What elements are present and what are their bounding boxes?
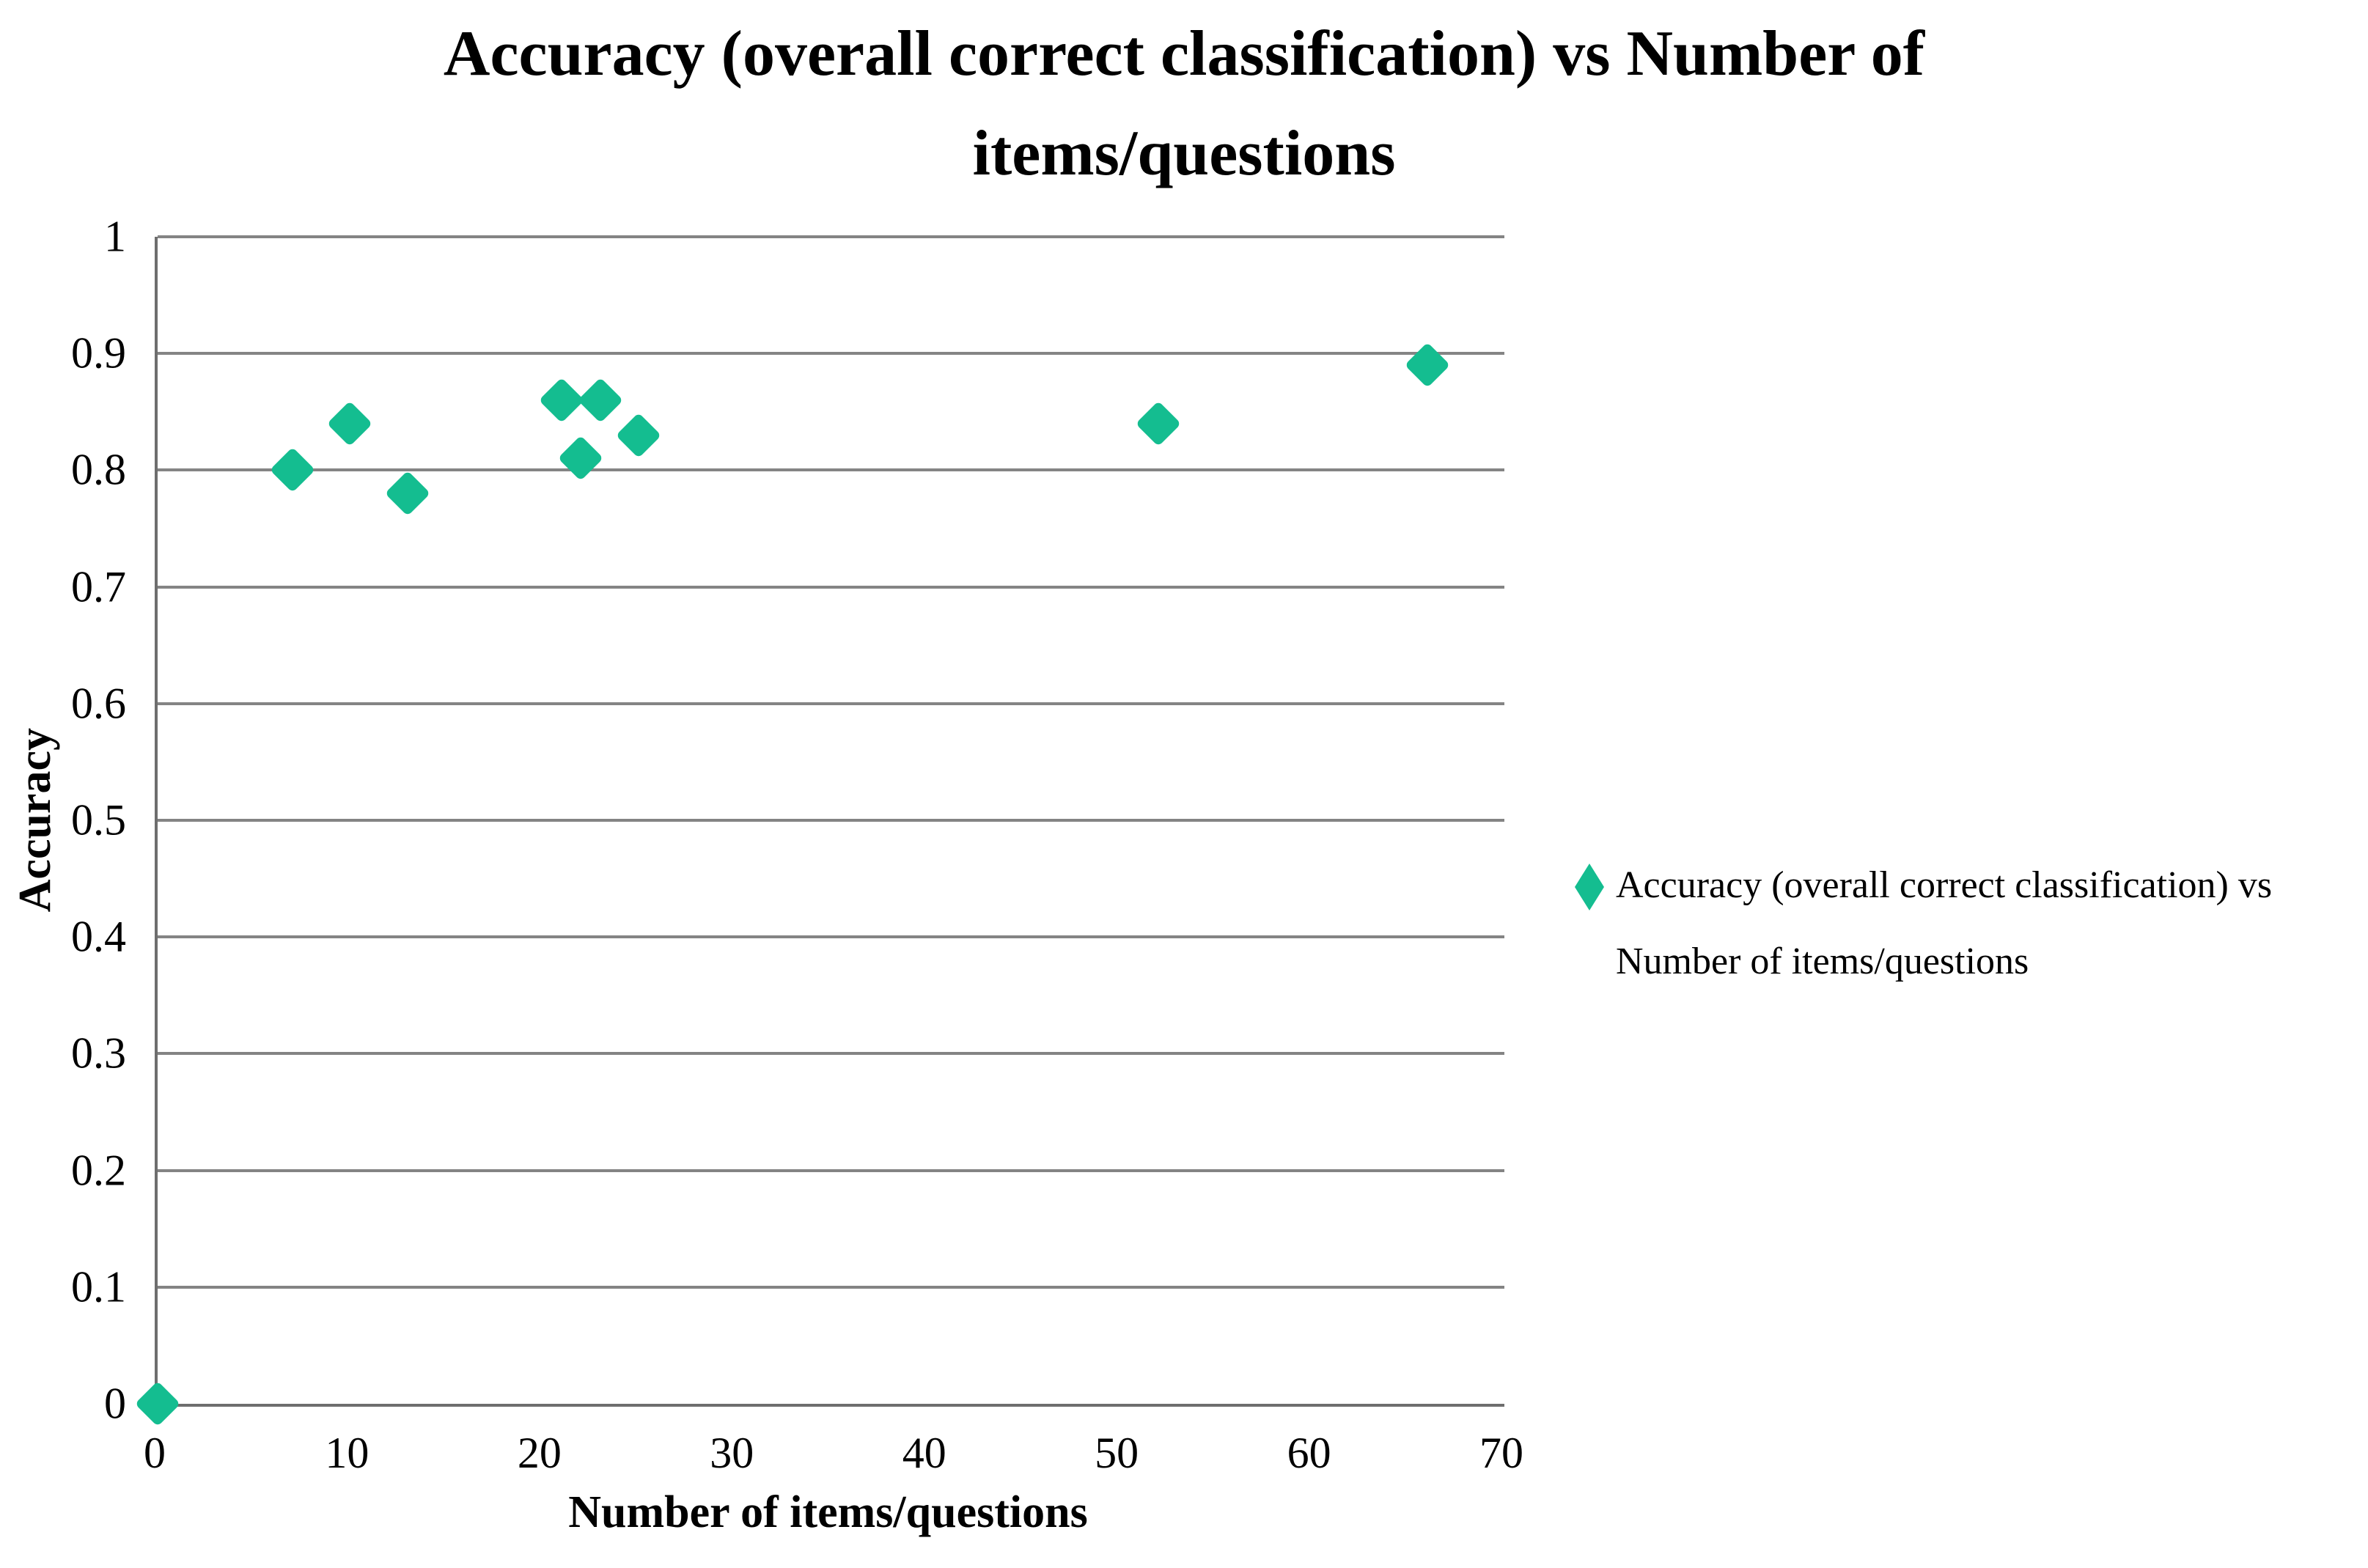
- chart-title: Accuracy (overall correct classification…: [0, 4, 2368, 204]
- gridline: [158, 935, 1504, 939]
- data-point: [269, 447, 315, 493]
- gridline: [158, 702, 1504, 705]
- gridline: [158, 1285, 1504, 1289]
- gridline: [158, 585, 1504, 589]
- data-point: [385, 471, 431, 517]
- y-tick-label: 0.1: [71, 1262, 126, 1311]
- legend: Accuracy (overall correct classification…: [1575, 847, 2272, 1000]
- x-tick-label: 50: [1095, 1429, 1139, 1477]
- gridline: [158, 352, 1504, 356]
- data-point: [1404, 342, 1451, 389]
- y-tick-label: 0.4: [71, 912, 126, 961]
- gridline: [158, 1168, 1504, 1172]
- legend-label-line-1: Accuracy (overall correct classification…: [1616, 864, 2273, 906]
- legend-label-line-2: Number of items/questions: [1616, 941, 2029, 982]
- data-point: [577, 377, 623, 423]
- gridline: [158, 1052, 1504, 1056]
- data-point: [327, 400, 373, 446]
- legend-label: Accuracy (overall correct classification…: [1616, 847, 2272, 1000]
- data-point: [558, 435, 604, 482]
- data-point: [538, 377, 585, 423]
- x-tick-label: 10: [325, 1429, 369, 1477]
- y-tick-label: 0.7: [71, 562, 126, 611]
- chart-title-line-2: items/questions: [972, 118, 1396, 189]
- data-point: [1135, 400, 1181, 446]
- gridline: [158, 819, 1504, 822]
- x-tick-label: 30: [710, 1429, 754, 1477]
- chart-title-line-1: Accuracy (overall correct classification…: [443, 18, 1925, 89]
- x-axis-title: Number of items/questions: [568, 1487, 1088, 1537]
- x-tick-label: 60: [1287, 1429, 1331, 1477]
- gridline: [158, 235, 1504, 238]
- y-tick-labels: 0 0.1 0.2 0.3 0.4 0.5 0.6 0.7 0.8 0.9 1: [0, 213, 126, 1428]
- x-tick-label: 40: [902, 1429, 946, 1477]
- y-tick-label: 0: [104, 1379, 126, 1428]
- gridline: [158, 468, 1504, 472]
- x-tick-labels: 0 10 20 30 40 50 60 70: [144, 1428, 1523, 1487]
- y-tick-label: 0.2: [71, 1146, 126, 1195]
- y-tick-label: 0.6: [71, 679, 126, 728]
- y-tick-label: 0.3: [71, 1028, 126, 1078]
- y-tick-label: 1: [104, 212, 126, 261]
- diamond-icon: [1575, 864, 1604, 910]
- plot-area: [134, 235, 1504, 1427]
- y-tick-label: 0.9: [71, 328, 126, 378]
- x-tick-label: 0: [144, 1429, 166, 1477]
- y-tick-label: 0.8: [71, 445, 126, 494]
- data-point: [615, 412, 662, 458]
- y-tick-label: 0.5: [71, 795, 126, 844]
- data-point: [134, 1380, 181, 1427]
- x-tick-label: 20: [517, 1429, 562, 1477]
- x-tick-label: 70: [1479, 1429, 1523, 1477]
